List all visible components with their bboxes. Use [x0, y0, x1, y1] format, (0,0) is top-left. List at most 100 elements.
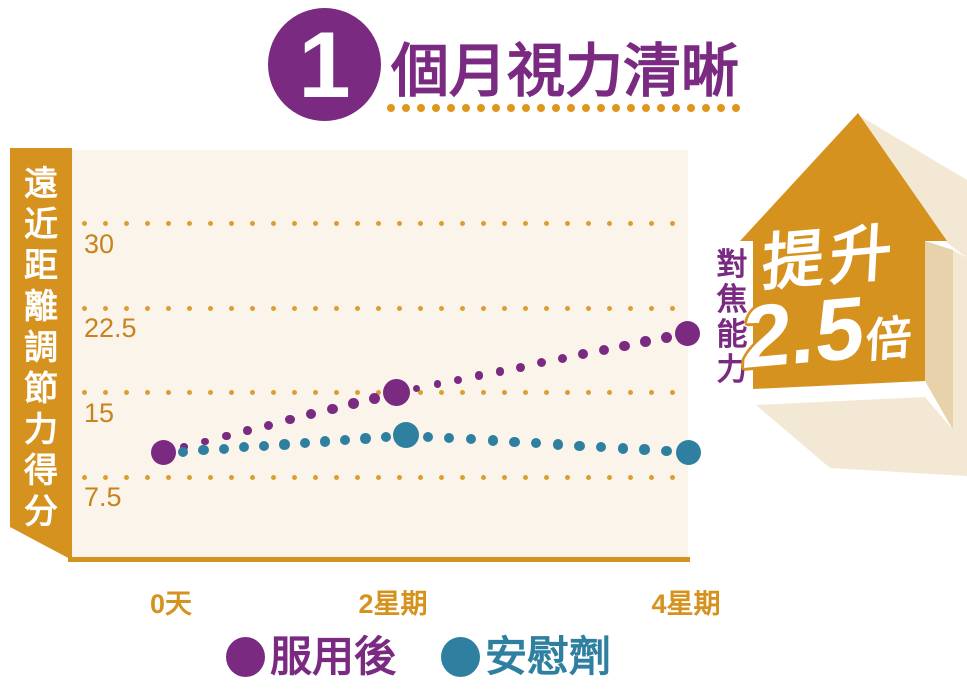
- series-small-dot: [619, 340, 630, 352]
- title-underline-dot: [447, 104, 455, 112]
- focus-label-char: 對: [716, 247, 748, 282]
- title-underline-dot: [387, 104, 395, 112]
- series-small-dot: [178, 446, 189, 457]
- y-axis-label-char: 離: [24, 288, 58, 326]
- gridline-dot: [102, 474, 108, 480]
- page-title: 個月視力清晰: [391, 39, 740, 104]
- gridline-dot: [543, 390, 549, 396]
- y-tick-label: 15: [84, 397, 115, 428]
- gridline-dot: [501, 221, 507, 227]
- gridline-dot: [564, 305, 570, 311]
- series-small-dot: [369, 392, 381, 404]
- series-small-dot: [639, 444, 650, 455]
- title-underline-dot: [672, 104, 680, 112]
- gridline-dot: [585, 474, 591, 480]
- gridline-dot: [123, 474, 129, 480]
- gridline-dot: [102, 390, 108, 396]
- series-small-dot: [222, 431, 231, 441]
- gridline-dot: [333, 221, 339, 227]
- title-underline-dot: [702, 104, 710, 112]
- gridline-dot: [102, 305, 108, 311]
- series-small-dot: [218, 443, 229, 454]
- boost-suffix: 倍: [864, 311, 913, 368]
- gridline-dot: [417, 474, 423, 480]
- gridline-dot: [606, 221, 612, 227]
- gridline-dot: [501, 390, 507, 396]
- gridline-dot: [585, 305, 591, 311]
- legend-label-placebo: 安慰劑: [485, 633, 612, 680]
- title-number: 1: [298, 11, 351, 117]
- gridline-dot: [186, 305, 192, 311]
- title-underline-dot: [612, 104, 620, 112]
- focus-label-char: 焦: [716, 282, 748, 317]
- gridline-dot: [501, 305, 507, 311]
- y-axis-label-char: 分: [24, 493, 58, 531]
- gridline-dot: [249, 474, 255, 480]
- gridline-dot: [543, 305, 549, 311]
- legend-label-treatment: 服用後: [270, 633, 397, 680]
- gridline-dot: [522, 221, 528, 227]
- gridline-dot: [606, 390, 612, 396]
- title-underline-dot: [642, 104, 650, 112]
- gridline-dot: [648, 390, 654, 396]
- gridline-dot: [669, 305, 675, 311]
- gridline-dot: [522, 390, 528, 396]
- series-small-dot: [285, 415, 295, 425]
- gridline-dot: [144, 474, 150, 480]
- gridline-dot: [480, 221, 486, 227]
- series-small-dot: [617, 443, 629, 454]
- series-small-dot: [661, 445, 672, 457]
- series-small-dot: [360, 433, 371, 444]
- series-small-dot: [306, 409, 317, 420]
- legend-item-placebo: 安慰劑: [441, 636, 611, 678]
- gridline-dot: [375, 305, 381, 311]
- gridline-dot: [270, 221, 276, 227]
- gridline-dot: [186, 390, 192, 396]
- title-underline-dot: [552, 104, 560, 112]
- focus-ability-label: 對焦能力: [712, 247, 752, 387]
- gridline-dot: [375, 221, 381, 227]
- gridline-dot: [375, 390, 381, 396]
- gridline-dot: [207, 474, 213, 480]
- gridline-dot: [396, 305, 402, 311]
- gridline-dot: [417, 390, 423, 396]
- x-axis-label: 2星期: [358, 589, 428, 619]
- gridline-dot: [627, 474, 633, 480]
- series-small-dot: [495, 367, 505, 376]
- y-axis-label-char: 調: [24, 329, 58, 367]
- legend: 服用後 安慰劑: [226, 636, 611, 678]
- title-underline-dot: [507, 104, 515, 112]
- gridline-dot: [417, 221, 423, 227]
- series-small-dot: [327, 403, 338, 415]
- gridline-dot: [123, 390, 129, 396]
- gridline-dot: [228, 390, 234, 396]
- gridline-dot: [228, 221, 234, 227]
- y-axis-label-char: 近: [24, 206, 58, 244]
- series-small-dot: [640, 336, 651, 347]
- title-underline-dot: [492, 104, 500, 112]
- gridline-dot: [249, 390, 255, 396]
- gridline-dot: [354, 474, 360, 480]
- series-data-point: [675, 439, 701, 465]
- gridline-dot: [81, 474, 87, 480]
- title-underline-dot: [717, 104, 725, 112]
- series-small-dot: [348, 398, 359, 409]
- gridline-dot: [459, 390, 465, 396]
- title-underline-dot: [537, 104, 545, 112]
- series-small-dot: [238, 442, 250, 453]
- gridline-dot: [396, 221, 402, 227]
- title-underline-dot: [687, 104, 695, 112]
- gridline-dot: [564, 390, 570, 396]
- title-underline-dot: [462, 104, 470, 112]
- gridline-dot: [207, 390, 213, 396]
- series-small-dot: [444, 432, 455, 443]
- title-underline-dot: [732, 104, 740, 112]
- gridline-dot: [480, 305, 486, 311]
- gridline-dot: [501, 474, 507, 480]
- gridline-dot: [102, 221, 108, 227]
- gridline-dot: [249, 305, 255, 311]
- gridline-dot: [186, 474, 192, 480]
- legend-item-treatment: 服用後: [226, 636, 396, 678]
- series-data-point: [382, 379, 410, 407]
- gridline-dot: [165, 474, 171, 480]
